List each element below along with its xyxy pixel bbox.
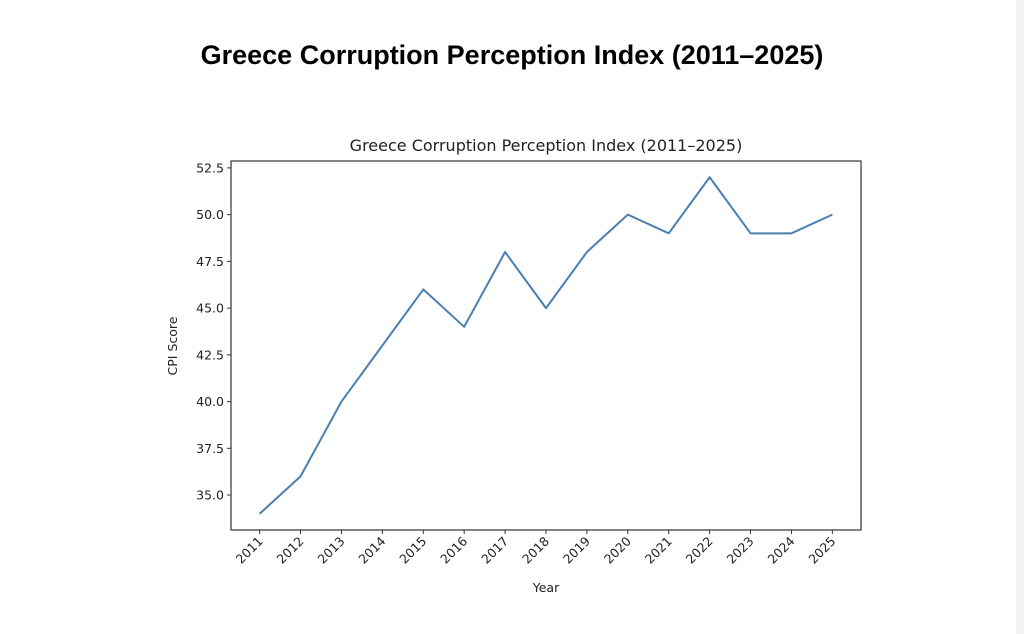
- x-tick-label: 2024: [764, 533, 797, 566]
- x-tick-label: 2022: [683, 534, 716, 567]
- x-tick-label: 2025: [805, 534, 838, 567]
- y-tick-label: 50.0: [196, 207, 224, 222]
- y-tick-label: 37.5: [196, 441, 224, 456]
- y-tick-label: 42.5: [196, 347, 224, 362]
- y-tick-label: 52.5: [196, 160, 224, 175]
- plot-frame: [230, 160, 862, 531]
- x-tick-label: 2018: [519, 533, 552, 566]
- x-tick-label: 2019: [560, 533, 593, 566]
- page-title: Greece Corruption Perception Index (2011…: [200, 40, 824, 70]
- x-tick-label: 2021: [642, 534, 675, 567]
- x-axis-label: Year: [532, 580, 560, 595]
- y-tick-label: 47.5: [196, 254, 224, 269]
- x-tick-label: 2020: [601, 533, 634, 566]
- page-edge: [1016, 0, 1024, 634]
- y-tick-label: 35.0: [196, 488, 224, 503]
- x-tick-label: 2011: [233, 534, 266, 567]
- x-tick-label: 2023: [724, 534, 757, 567]
- series-line: [258, 176, 833, 515]
- x-tick-label: 2015: [396, 534, 429, 567]
- x-tick-label: 2016: [437, 533, 470, 566]
- x-tick-label: 2012: [274, 534, 307, 567]
- x-tick-label: 2017: [478, 534, 511, 567]
- chart-title: Greece Corruption Perception Index (2011…: [350, 136, 743, 155]
- x-tick-label: 2014: [355, 533, 388, 566]
- y-tick-label: 45.0: [196, 301, 224, 316]
- y-tick-label: 40.0: [196, 394, 224, 409]
- y-axis-label: CPI Score: [165, 316, 180, 375]
- x-tick-label: 2013: [314, 534, 347, 567]
